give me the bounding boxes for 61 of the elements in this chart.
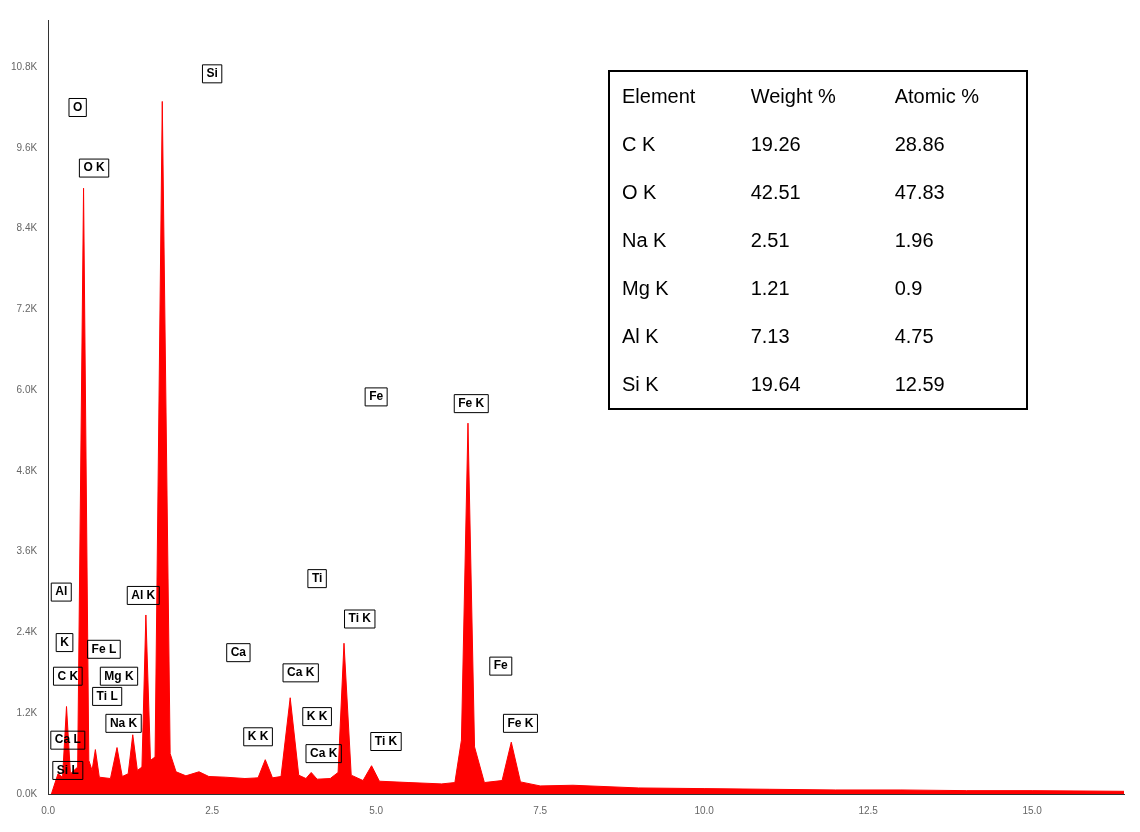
annotation: 2.51 [749, 227, 791, 253]
y-tick-label: 9.6K [16, 141, 38, 153]
annotation: Mg K [621, 275, 670, 301]
x-tick-label: 12.5 [858, 804, 879, 816]
annotation: Si [206, 66, 218, 81]
annotation: Ti [311, 570, 323, 585]
annotation: K K [306, 708, 328, 723]
x-tick-label: 15.0 [1022, 804, 1043, 816]
annotation: O [72, 99, 83, 114]
annotation: Atomic % [893, 83, 981, 109]
y-tick-label: 1.2K [16, 706, 38, 718]
annotation: Al [55, 584, 68, 599]
x-tick-label: 5.0 [369, 804, 384, 816]
annotation: 47.83 [893, 179, 946, 205]
y-tick-label: 0.0K [16, 787, 38, 799]
annotation: Al K [131, 587, 156, 602]
annotation: O K [83, 160, 106, 175]
x-tick-label: 0.0 [41, 804, 56, 816]
annotation: Ca K [287, 665, 315, 680]
annotation: Ca K [309, 745, 338, 760]
annotation: Ca [230, 644, 247, 659]
annotation: 0.9 [893, 275, 924, 301]
annotation: Fe [493, 658, 509, 673]
annotation: Fe K [458, 395, 485, 410]
annotation: 28.86 [893, 131, 946, 157]
annotation: C K [621, 131, 657, 157]
x-tick-label: 2.5 [205, 804, 220, 816]
annotation: Ti L [96, 688, 118, 703]
annotation: Fe K [507, 715, 534, 730]
y-tick-label: 6.0K [16, 383, 38, 395]
y-tick-label: 3.6K [16, 545, 38, 557]
annotation: Si K [621, 371, 660, 397]
annotation: Element [621, 83, 697, 109]
annotation: 1.21 [749, 275, 791, 301]
annotation: 19.64 [749, 371, 802, 397]
annotation: O K [621, 179, 658, 205]
annotation: K [60, 634, 70, 649]
annotation: Al K [621, 323, 660, 349]
annotation: Mg K [104, 668, 134, 683]
y-tick-label: 7.2K [16, 303, 38, 315]
x-tick-label: 10.0 [694, 804, 715, 816]
annotation: 4.75 [893, 323, 935, 349]
x-tick-label: 7.5 [533, 804, 548, 816]
y-tick-label: 8.4K [16, 222, 38, 234]
y-tick-label: 2.4K [16, 626, 38, 638]
annotation: Weight % [749, 83, 837, 109]
annotation: C K [57, 668, 79, 683]
y-tick-label: 4.8K [16, 464, 38, 476]
annotation: Ti K [374, 733, 398, 748]
annotation: Na K [621, 227, 668, 253]
annotation: 19.26 [749, 131, 802, 157]
annotation: Fe L [91, 641, 117, 656]
annotation: Fe [369, 389, 384, 404]
annotation: 1.96 [893, 227, 935, 253]
annotation: Na K [109, 715, 138, 730]
annotation: 42.51 [749, 179, 802, 205]
annotation: 12.59 [893, 371, 946, 397]
y-tick-label: 10.8K [10, 60, 38, 72]
annotation: Ti K [348, 611, 372, 626]
annotation: 7.13 [749, 323, 791, 349]
annotation: K K [247, 729, 269, 744]
